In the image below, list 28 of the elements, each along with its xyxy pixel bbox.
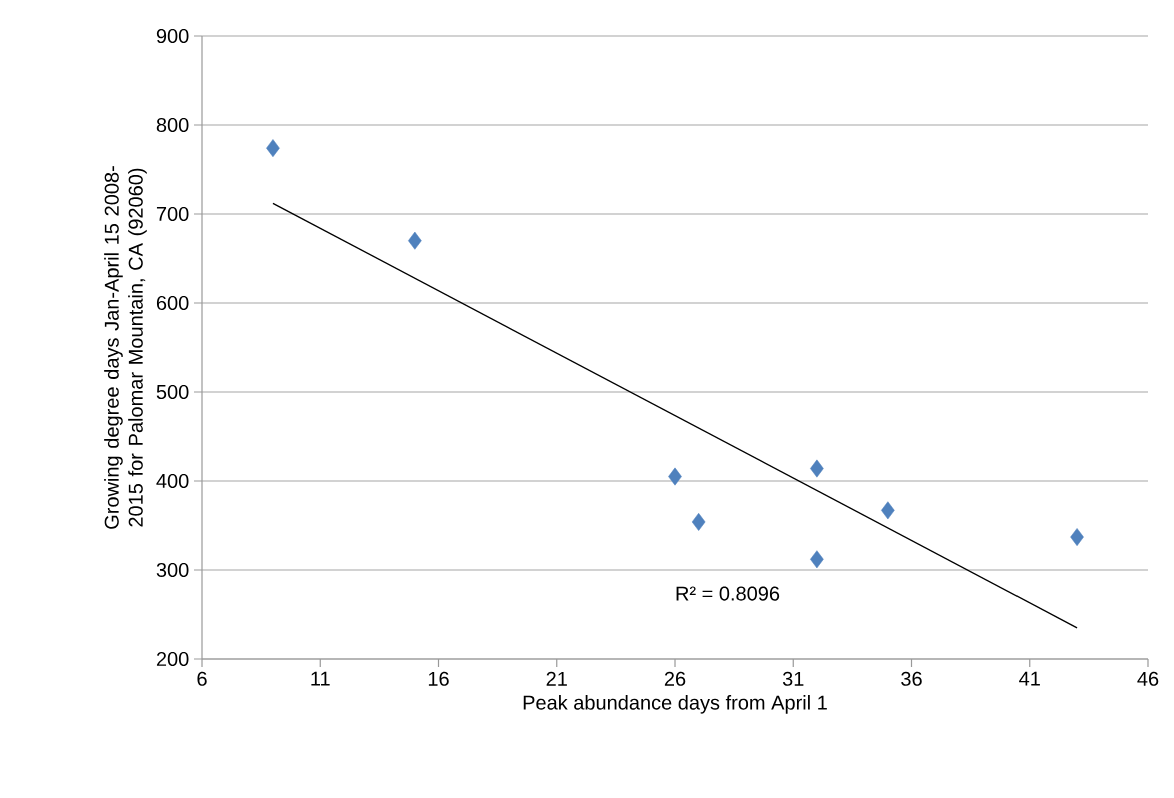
point <box>668 467 682 486</box>
annotation: R² = 0.8096 <box>676 586 780 601</box>
x-tick-label: 21 <box>546 671 567 686</box>
x-tick-label: 36 <box>901 671 922 686</box>
y-tick-label: 500 <box>156 384 189 400</box>
point <box>266 139 280 158</box>
x-tick-label: 46 <box>1137 671 1159 686</box>
y-tick-label: 300 <box>156 562 189 578</box>
y-tick-label: 800 <box>156 117 189 133</box>
y-tick-label: 900 <box>156 28 189 44</box>
x-tick-label: 31 <box>782 671 804 686</box>
point <box>408 231 422 250</box>
x-tick-label: 6 <box>197 671 207 686</box>
y-tick-label: 600 <box>156 295 189 311</box>
y-tick-label: 200 <box>156 651 189 667</box>
point <box>810 550 824 569</box>
y-axis-title: Growing degree days Jan-April 15 2008-2015 for Palomar Mountain, CA (92060) <box>104 166 147 529</box>
point <box>810 459 824 478</box>
x-axis-title: Peak abundance days from April 1 <box>523 695 827 714</box>
y-tick-label: 400 <box>156 473 189 489</box>
x-tick-label: 11 <box>311 671 330 686</box>
y-tick-label: 700 <box>156 206 189 222</box>
point <box>881 501 895 520</box>
point <box>691 512 706 531</box>
point <box>1070 528 1084 546</box>
x-tick-label: 41 <box>1019 671 1040 686</box>
x-tick-label: 16 <box>428 671 449 686</box>
x-tick-label: 26 <box>664 671 686 686</box>
